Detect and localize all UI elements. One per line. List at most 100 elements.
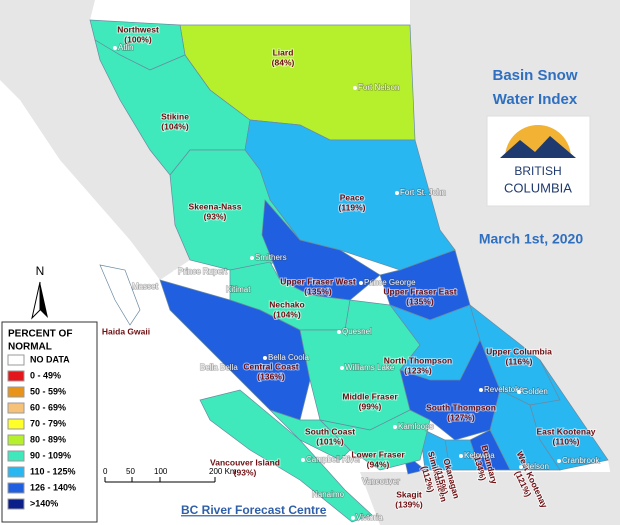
place-label: Nelson — [524, 462, 549, 471]
place-dot — [359, 281, 363, 285]
basin-label: Upper Fraser West(135%) — [279, 275, 357, 297]
basin-value: (110%) — [553, 436, 580, 446]
basin-name: South Thompson — [426, 402, 496, 412]
basin-label: Liard(84%) — [271, 46, 296, 68]
basin-name: North Thompson — [384, 355, 452, 365]
basin-value: (100%) — [124, 34, 152, 44]
basin-label: Northwest(100%) — [116, 23, 160, 45]
basin-label: North Thompson(123%) — [383, 354, 453, 376]
basin-name: Upper Fraser West — [280, 276, 356, 286]
place-label: Fort Nelson — [358, 83, 399, 92]
legend-title: PERCENT OF — [8, 329, 72, 340]
north-label: N — [36, 264, 45, 278]
basin-value: (135%) — [304, 286, 332, 296]
basin-label: South Thompson(127%) — [425, 401, 497, 423]
scale-label: 100 — [154, 467, 168, 476]
title-line: Basin Snow — [492, 67, 577, 84]
place-label: Quesnel — [342, 327, 372, 336]
place-dot — [393, 425, 397, 429]
place-label: Atlin — [118, 43, 134, 52]
legend-label: >140% — [30, 498, 58, 508]
logo-text: COLUMBIA — [504, 180, 572, 195]
basin-name: Peace — [340, 192, 365, 202]
place-label: Kamloops — [398, 422, 434, 431]
place-dot — [353, 86, 357, 90]
credit: BC River Forecast Centre — [181, 503, 327, 517]
basin-label: Vancouver Island(93%) — [209, 456, 281, 478]
place-label: Cranbrook — [562, 456, 600, 465]
place-dot — [301, 458, 305, 462]
legend-swatch — [7, 450, 25, 462]
date: March 1st, 2020 — [479, 231, 583, 247]
basin-value: (119%) — [339, 202, 366, 212]
basin-value: (136%) — [257, 371, 285, 381]
scale-label: 200 Km — [209, 467, 237, 476]
basin-name: Upper Columbia — [486, 346, 552, 356]
legend-swatch — [7, 466, 25, 478]
basin-value: (101%) — [316, 436, 344, 446]
place-dot — [307, 493, 311, 497]
basin-label: South Coast(101%) — [304, 425, 356, 447]
alaska — [0, 0, 190, 280]
basin-label: Nechako(104%) — [268, 298, 305, 320]
place-dot — [557, 459, 561, 463]
basin-value: (135%) — [406, 296, 434, 306]
legend-swatch — [7, 434, 25, 446]
legend-swatch — [7, 498, 25, 510]
basins — [89, 19, 609, 523]
basin-name: East Kootenay — [536, 426, 595, 436]
place-dot — [337, 330, 341, 334]
basin-label: Upper Fraser East(135%) — [382, 285, 457, 307]
basin-value: (104%) — [161, 121, 189, 131]
place-label: Nanaimo — [312, 490, 345, 499]
basin-name: Vancouver Island — [210, 457, 280, 467]
place-dot — [127, 285, 131, 289]
basin-name: Skeena-Nass — [189, 201, 242, 211]
place-label: Revelstoke — [484, 385, 524, 394]
legend: PERCENT OF NORMAL NO DATA 0 - 49% 50 - 59%… — [1, 321, 98, 523]
basin-label: Stikine(104%) — [160, 110, 190, 132]
place-dot — [517, 390, 521, 394]
place-dot — [221, 288, 225, 292]
basin-value: (93%) — [204, 211, 227, 221]
basin-name: Lower Fraser — [351, 449, 405, 459]
basin-name: Central Coast — [243, 361, 298, 371]
legend-swatch — [7, 370, 25, 382]
basin-label: East Kootenay(110%) — [535, 425, 596, 447]
place-label: Campbell River — [306, 455, 361, 464]
scale-label: 0 — [103, 467, 108, 476]
legend-label: 0 - 49% — [30, 370, 61, 380]
basin-value: (84%) — [272, 57, 295, 67]
place-dot — [459, 454, 463, 458]
vancouver-island-region — [199, 389, 373, 523]
legend-swatch — [7, 386, 25, 398]
place-label: Victoria — [356, 513, 383, 522]
legend-label: 80 - 89% — [30, 434, 66, 444]
basin-value: (93%) — [234, 467, 257, 477]
place-dot — [173, 270, 177, 274]
basin-name: Middle Fraser — [342, 391, 398, 401]
legend-swatch — [7, 354, 25, 366]
legend-label: 90 - 109% — [30, 450, 71, 460]
basin-name: Northwest — [117, 24, 159, 34]
place-dot — [479, 388, 483, 392]
usa — [360, 472, 620, 525]
basin-label: Upper Columbia(116%) — [485, 345, 553, 367]
similkameen-region — [419, 427, 451, 471]
place-dot — [113, 46, 117, 50]
place-dot — [519, 465, 523, 469]
basin-label: Middle Fraser(99%) — [341, 390, 399, 412]
basin-label: Peace(119%) — [338, 191, 367, 213]
basin-value: (127%) — [447, 412, 475, 422]
scale-label: 50 — [126, 467, 135, 476]
place-label: Bella Coola — [268, 353, 309, 362]
north-arrow — [40, 282, 48, 318]
haida-gwaii-region — [99, 264, 141, 326]
basin-value: (104%) — [273, 309, 301, 319]
lower-fraser-region — [318, 409, 431, 471]
basin-value: (139%) — [395, 499, 423, 509]
region-label: Haida Gwaii — [102, 326, 150, 336]
basin-value: (116%) — [506, 356, 533, 366]
basin-name: Liard — [273, 47, 294, 57]
